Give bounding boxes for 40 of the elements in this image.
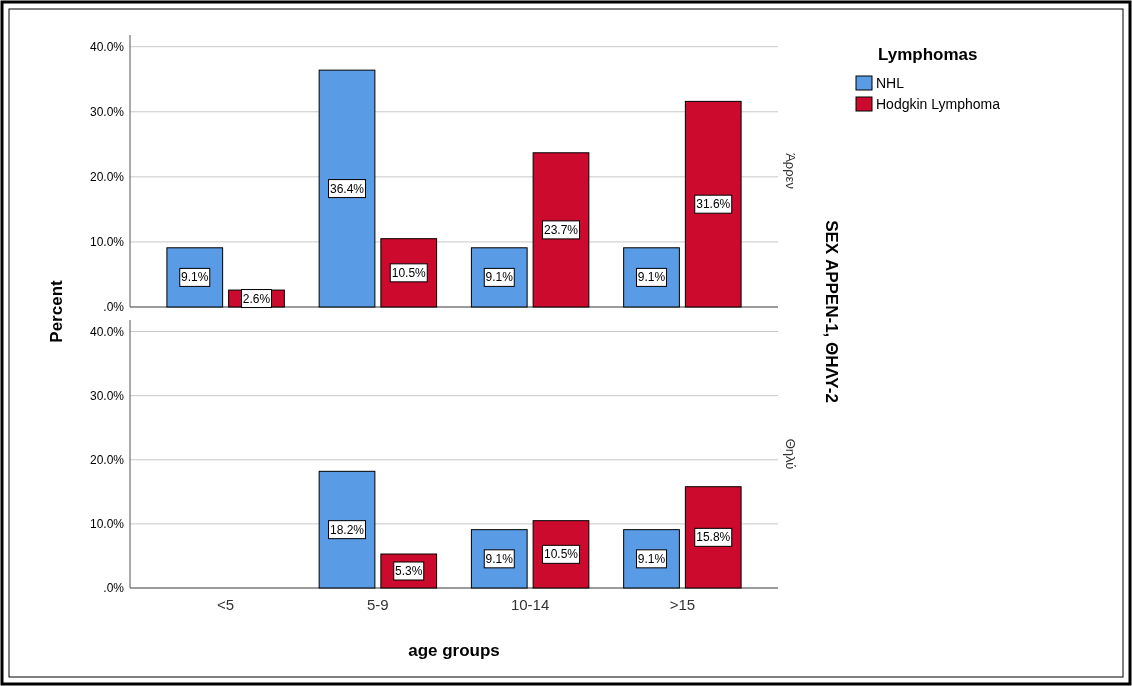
- y-tick-label: 10.0%: [89, 516, 125, 531]
- data-label: 15.8%: [696, 530, 731, 545]
- data-label: 31.6%: [696, 197, 731, 212]
- bar: [684, 100, 742, 308]
- y-tick-label: .0%: [103, 300, 125, 314]
- legend-title: Lymphomas: [878, 45, 978, 64]
- x-tick-label: 5-9: [367, 596, 389, 613]
- data-label: 9.1%: [485, 551, 514, 566]
- y-tick-label: 40.0%: [89, 39, 125, 54]
- data-label: 36.4%: [330, 181, 365, 196]
- data-label: 9.1%: [181, 270, 209, 285]
- y-tick-label: 30.0%: [89, 104, 125, 119]
- y-tick-label: 20.0%: [89, 169, 125, 184]
- data-label: 18.2%: [330, 522, 365, 537]
- y-tick-label: 40.0%: [89, 324, 125, 339]
- bar: [532, 152, 590, 308]
- text: Θηλύ: [783, 438, 798, 470]
- y2-axis-title: SEX ΑΡΡΕΝ-1, ΘΗΛΥ-2: [822, 220, 841, 403]
- data-label: 5.3%: [395, 564, 423, 579]
- data-label: 9.1%: [637, 551, 666, 566]
- x-axis-title: age groups: [408, 641, 500, 660]
- text: Άρρεν: [783, 153, 798, 189]
- data-label: 9.1%: [637, 270, 666, 285]
- x-tick-label: 10-14: [510, 596, 550, 613]
- data-label: 10.5%: [543, 547, 579, 562]
- y-axis-title: Percent: [47, 279, 66, 343]
- legend-label: Hodgkin Lymphoma: [876, 96, 1001, 112]
- y-tick-label: 30.0%: [89, 388, 125, 403]
- legend-label: NHL: [876, 75, 905, 91]
- y-tick-label: 20.0%: [89, 452, 125, 467]
- y-tick-label: .0%: [103, 581, 125, 595]
- bar: [318, 470, 376, 589]
- bar: [318, 69, 376, 308]
- data-label: 2.6%: [242, 291, 271, 306]
- y-tick-label: 10.0%: [89, 234, 125, 249]
- data-label: 9.1%: [485, 270, 514, 285]
- x-tick-label: >15: [669, 596, 696, 613]
- x-tick-label: <5: [217, 596, 235, 613]
- data-label: 23.7%: [543, 222, 579, 237]
- data-label: 10.5%: [391, 265, 427, 280]
